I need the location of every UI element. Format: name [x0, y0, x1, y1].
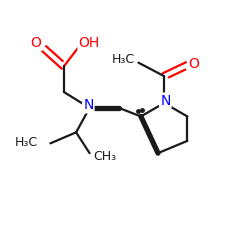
Text: H₃C: H₃C — [15, 136, 38, 149]
Text: N: N — [83, 98, 94, 112]
Text: CH₃: CH₃ — [93, 150, 116, 162]
Text: O: O — [189, 57, 200, 71]
Text: OH: OH — [78, 36, 100, 50]
Text: O: O — [30, 36, 41, 50]
Text: H₃C: H₃C — [112, 53, 135, 66]
Text: N: N — [160, 94, 170, 108]
